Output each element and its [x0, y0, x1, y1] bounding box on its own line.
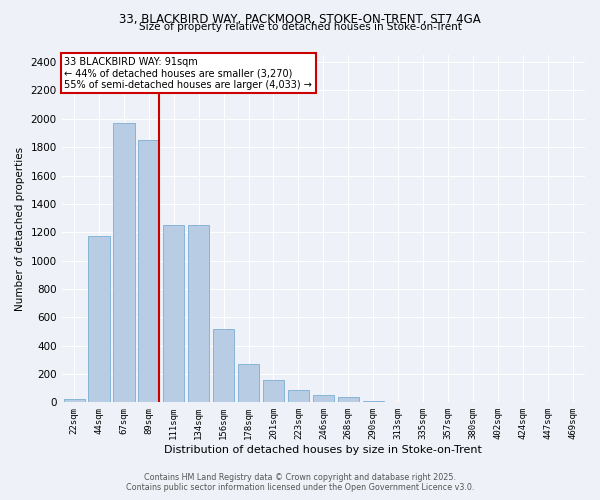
Bar [213, 330, 234, 402]
Bar [163, 225, 184, 402]
Bar [313, 394, 334, 402]
Text: Contains HM Land Registry data © Crown copyright and database right 2025.
Contai: Contains HM Land Registry data © Crown c… [126, 473, 474, 492]
Bar [263, 380, 284, 402]
Bar [362, 401, 384, 402]
Bar [338, 397, 359, 402]
Bar [113, 123, 134, 402]
Bar [138, 140, 160, 402]
X-axis label: Distribution of detached houses by size in Stoke-on-Trent: Distribution of detached houses by size … [164, 445, 482, 455]
Y-axis label: Number of detached properties: Number of detached properties [15, 146, 25, 310]
Bar [188, 225, 209, 402]
Bar [88, 236, 110, 402]
Text: 33 BLACKBIRD WAY: 91sqm
← 44% of detached houses are smaller (3,270)
55% of semi: 33 BLACKBIRD WAY: 91sqm ← 44% of detache… [64, 56, 312, 90]
Bar [288, 390, 309, 402]
Bar [238, 364, 259, 403]
Text: Size of property relative to detached houses in Stoke-on-Trent: Size of property relative to detached ho… [139, 22, 461, 32]
Text: 33, BLACKBIRD WAY, PACKMOOR, STOKE-ON-TRENT, ST7 4GA: 33, BLACKBIRD WAY, PACKMOOR, STOKE-ON-TR… [119, 12, 481, 26]
Bar [64, 399, 85, 402]
